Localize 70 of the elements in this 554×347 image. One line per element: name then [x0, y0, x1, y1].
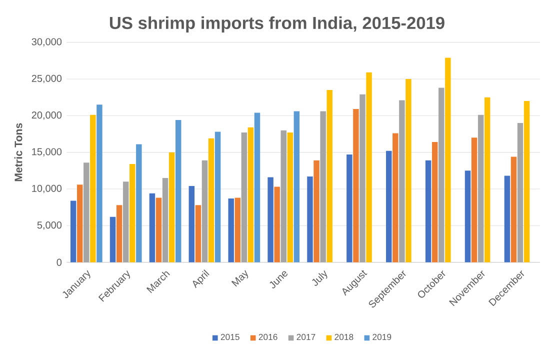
- y-tick-label: 15,000: [32, 148, 62, 156]
- bar: [268, 177, 274, 262]
- bar: [110, 216, 116, 262]
- bar: [517, 122, 524, 262]
- y-axis-title: Metric Tons: [14, 123, 22, 182]
- bar: [445, 58, 451, 262]
- bar: [116, 204, 122, 262]
- bar: [478, 114, 484, 262]
- bar: [510, 156, 517, 262]
- bar: [76, 184, 83, 262]
- bar: [241, 132, 248, 262]
- bar: [320, 111, 326, 262]
- chart-title: US shrimp imports from India, 2015-2019: [110, 16, 444, 32]
- bar: [504, 176, 510, 262]
- bar: [208, 138, 214, 262]
- bar: [70, 200, 76, 262]
- y-tick-label: 20,000: [32, 111, 62, 120]
- bar: [228, 198, 234, 262]
- y-tick-label: 30,000: [32, 38, 62, 46]
- bar: [149, 193, 156, 262]
- bar: [386, 150, 392, 262]
- x-tick-label: July: [312, 270, 328, 286]
- y-tick-label: 25,000: [32, 74, 62, 83]
- bar: [136, 144, 142, 262]
- bar: [214, 132, 221, 262]
- bar: [202, 160, 208, 262]
- y-tick-label: 5,000: [37, 221, 62, 230]
- bar: [274, 186, 280, 262]
- bar: [234, 198, 241, 262]
- bar: [425, 160, 432, 262]
- bar: [130, 164, 136, 262]
- bar: [96, 104, 102, 262]
- bar: [248, 127, 254, 262]
- bar: [162, 178, 168, 262]
- bar: [484, 97, 490, 262]
- bar: [84, 162, 90, 262]
- bar: [314, 160, 320, 262]
- bar: [307, 176, 313, 262]
- bar: [471, 138, 478, 262]
- legend-label: 2016: [258, 334, 278, 340]
- bar: [294, 111, 300, 262]
- bar: [280, 130, 286, 262]
- legend-label: 2017: [296, 334, 316, 340]
- bar: [90, 114, 96, 262]
- bar: [168, 152, 175, 262]
- legend-label: 2018: [334, 334, 354, 340]
- bar: [254, 112, 260, 262]
- bar: [122, 182, 129, 262]
- bar: [195, 204, 202, 262]
- y-tick-label: 10,000: [32, 184, 62, 193]
- bar: [392, 133, 398, 262]
- bar: [438, 88, 444, 262]
- bar: [326, 90, 332, 262]
- bar: [287, 132, 294, 262]
- bar: [360, 94, 366, 262]
- bar: [399, 100, 405, 262]
- bar: [353, 108, 359, 262]
- bar: [346, 154, 352, 262]
- bar: [156, 198, 162, 262]
- legend-label: 2015: [220, 334, 240, 340]
- bar: [406, 78, 412, 262]
- bar: [524, 100, 530, 262]
- bar: [432, 142, 438, 262]
- y-tick-label: 0: [56, 258, 62, 266]
- bar: [464, 170, 471, 262]
- x-tick-label: May: [231, 270, 248, 286]
- bar: [175, 120, 182, 262]
- bar: [188, 186, 195, 262]
- bar: [366, 72, 372, 262]
- legend-label: 2019: [372, 334, 392, 340]
